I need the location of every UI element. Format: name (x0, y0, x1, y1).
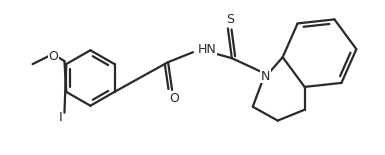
Text: O: O (169, 92, 179, 105)
Text: O: O (49, 50, 59, 63)
Text: HN: HN (198, 43, 217, 56)
Text: S: S (226, 13, 234, 26)
Text: I: I (59, 111, 62, 124)
Text: N: N (261, 69, 270, 82)
